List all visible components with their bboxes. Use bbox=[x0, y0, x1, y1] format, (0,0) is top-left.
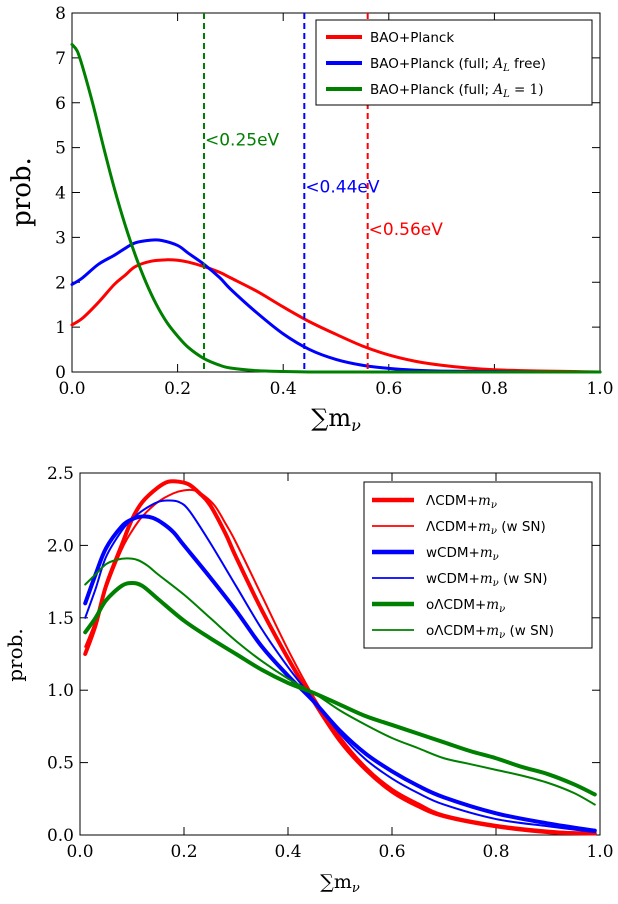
bottom-x-axis-title: ∑mν bbox=[320, 871, 360, 896]
bottom-x-tick-label-2: 0.4 bbox=[274, 842, 301, 862]
top-legend-label-2: BAO+Planck (full; AL free) bbox=[370, 56, 546, 74]
top-legend-label-3: BAO+Planck (full; AL = 1) bbox=[370, 82, 544, 100]
bottom-legend-label-1: ΛCDM+mν bbox=[426, 493, 497, 511]
top-series-line-2 bbox=[70, 238, 602, 374]
bottom-legend-label-6: oΛCDM+mν (w SN) bbox=[426, 623, 554, 641]
top-threshold-label-1: <0.25eV bbox=[205, 130, 280, 150]
top-y-tick-label-6: 6 bbox=[55, 94, 66, 114]
top-y-tick-label-3: 3 bbox=[55, 228, 66, 248]
bottom-plot-frame bbox=[79, 472, 601, 836]
bottom-y-tick-label-4: 2.0 bbox=[47, 536, 74, 556]
top-x-tick-label-5: 1.0 bbox=[586, 379, 613, 399]
bottom-x-tick-label-3: 0.6 bbox=[378, 842, 405, 862]
bottom-y-tick-label-5: 2.5 bbox=[47, 464, 74, 484]
top-series-layer bbox=[70, 42, 602, 374]
top-y-tick-label-8: 8 bbox=[55, 4, 66, 24]
top-x-tick-label-0: 0.0 bbox=[58, 379, 85, 399]
top-y-tick-label-1: 1 bbox=[55, 318, 66, 338]
bottom-y-tick-label-0: 0.0 bbox=[47, 826, 74, 846]
top-y-tick-label-4: 4 bbox=[55, 184, 66, 204]
bottom-y-tick-label-1: 0.5 bbox=[47, 754, 74, 774]
bottom-series-line-5 bbox=[83, 581, 597, 797]
bottom-x-tick-label-1: 0.2 bbox=[170, 842, 197, 862]
top-threshold-lines: <0.25eV <0.44eV <0.56eV bbox=[203, 13, 444, 372]
top-y-axis-title: prob. bbox=[7, 157, 37, 227]
bottom-series-line-2 bbox=[84, 488, 596, 835]
top-legend: BAO+Planck BAO+Planck (full; AL free) BA… bbox=[315, 19, 593, 106]
bottom-series-line-6 bbox=[84, 557, 596, 806]
bottom-x-tick-label-0: 0.0 bbox=[66, 842, 93, 862]
bottom-x-tick-label-5: 1.0 bbox=[586, 842, 613, 862]
bottom-series-line-4 bbox=[84, 499, 596, 834]
bottom-legend-label-4: wCDM+mν (w SN) bbox=[426, 571, 548, 589]
bottom-chart-panel: 0.0 0.2 0.4 0.6 0.8 1.0 0.0 0.5 1.0 1.5 2.0 2.5 ∑mν… bbox=[3, 464, 614, 896]
top-legend-label-1: BAO+Planck bbox=[370, 30, 454, 46]
bottom-series-layer bbox=[83, 479, 597, 836]
top-y-tick-label-7: 7 bbox=[55, 49, 66, 69]
top-threshold-label-2: <0.44eV bbox=[305, 178, 380, 198]
top-x-tick-label-3: 0.6 bbox=[375, 379, 402, 399]
top-x-tick-label-4: 0.8 bbox=[481, 379, 508, 399]
bottom-legend-label-2: ΛCDM+mν (w SN) bbox=[426, 519, 546, 537]
top-x-tick-label-2: 0.4 bbox=[270, 379, 297, 399]
bottom-y-axis-title: prob. bbox=[3, 628, 27, 682]
top-threshold-label-3: <0.56eV bbox=[369, 220, 444, 240]
top-y-tick-label-2: 2 bbox=[55, 273, 66, 293]
top-series-line-1 bbox=[70, 258, 602, 374]
bottom-legend-label-3: wCDM+mν bbox=[426, 545, 499, 563]
bottom-y-tick-label-2: 1.0 bbox=[47, 681, 74, 701]
top-x-tick-label-1: 0.2 bbox=[164, 379, 191, 399]
top-y-tick-label-0: 0 bbox=[55, 363, 66, 383]
bottom-legend: ΛCDM+mν ΛCDM+mν (w SN) wCDM+mν wCDM+mν (… bbox=[363, 481, 593, 649]
bottom-legend-box bbox=[363, 481, 593, 649]
bottom-legend-label-5: oΛCDM+mν bbox=[426, 597, 505, 615]
bottom-y-tick-label-3: 1.5 bbox=[47, 609, 74, 629]
top-y-tick-label-5: 5 bbox=[55, 139, 66, 159]
top-series-line-3 bbox=[70, 42, 602, 374]
bottom-axis-ticks: 0.0 0.2 0.4 0.6 0.8 1.0 0.0 0.5 1.0 1.5 2.0 2.5 bbox=[47, 464, 614, 862]
top-x-axis-title: ∑mν bbox=[311, 404, 361, 435]
top-chart-panel: 0.0 0.2 0.4 0.6 0.8 1.0 0 1 2 3 4 5 6 7 8 <0.25eV <0.44… bbox=[7, 4, 614, 435]
bottom-x-tick-label-4: 0.8 bbox=[482, 842, 509, 862]
